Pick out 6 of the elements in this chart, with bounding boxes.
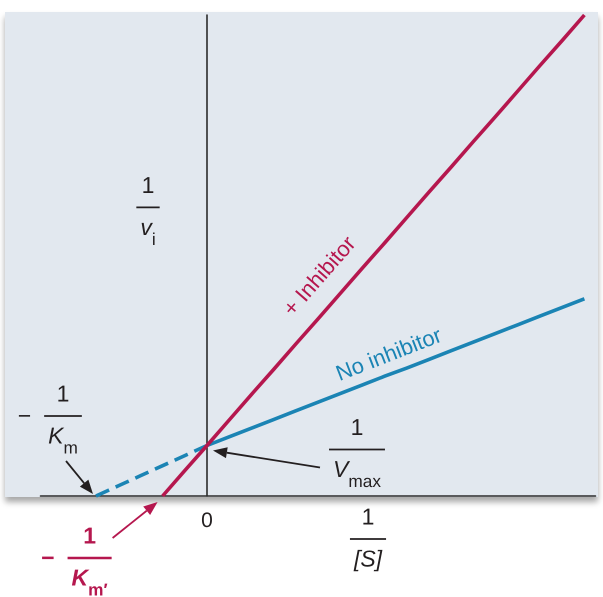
y-axis-title: 1 v$_{i}$ [140, 172, 156, 249]
text: 0 [201, 509, 213, 532]
annotation: 1 V$_{max}$ [333, 414, 382, 492]
text: −1 K$_{m′}$ [41, 522, 108, 597]
x-axis-title: 1 [S] [352, 504, 383, 572]
annotation: −1 K$_{m}$ [18, 380, 78, 458]
